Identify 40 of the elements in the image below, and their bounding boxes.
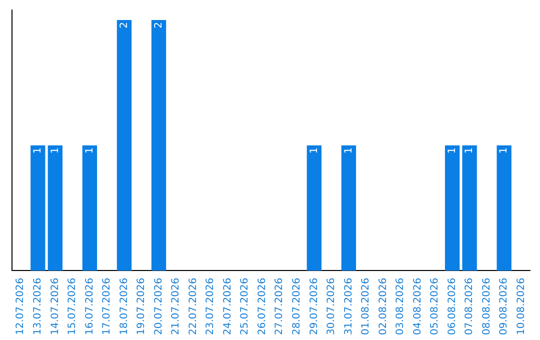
x-tick-label: 18.07.2026 — [118, 278, 130, 336]
x-tick-label: 21.07.2026 — [170, 278, 182, 336]
x-tick-label: 23.07.2026 — [205, 278, 216, 336]
x-tick-label: 20.07.2026 — [153, 278, 164, 336]
x-tick-label: 22.07.2026 — [188, 278, 199, 336]
data-label: 1 — [50, 147, 61, 154]
x-tick-label: 19.07.2026 — [136, 278, 148, 336]
data-label: 2 — [118, 22, 130, 28]
x-tick-label: 03.08.2026 — [395, 278, 406, 336]
x-tick-label: 08.08.2026 — [481, 278, 492, 336]
x-tick-label: 05.08.2026 — [430, 278, 441, 336]
x-tick-label: 01.08.2026 — [360, 278, 372, 336]
x-tick-label: 14.07.2026 — [50, 278, 61, 336]
data-label: 1 — [446, 147, 458, 154]
x-tick-label: 29.07.2026 — [308, 278, 320, 336]
x-tick-label: 09.08.2026 — [498, 278, 510, 336]
data-label: 1 — [32, 147, 44, 154]
x-tick-label: 31.07.2026 — [343, 278, 354, 336]
x-tick-label: 12.07.2026 — [15, 278, 26, 336]
x-tick-label: 10.08.2026 — [516, 278, 527, 336]
x-tick-label: 28.07.2026 — [291, 278, 302, 336]
x-tick-label: 30.07.2026 — [326, 278, 338, 336]
x-tick-label: 26.07.2026 — [256, 278, 268, 336]
data-label: 1 — [464, 147, 476, 154]
x-tick-label: 13.07.2026 — [32, 278, 44, 336]
x-tick-label: 16.07.2026 — [84, 278, 96, 336]
x-tick-label: 07.08.2026 — [464, 278, 476, 336]
data-label: 2 — [153, 22, 164, 28]
x-tick-label: 02.08.2026 — [378, 278, 389, 336]
x-tick-label: 27.07.2026 — [274, 278, 286, 336]
x-tick-label: 06.08.2026 — [446, 278, 458, 336]
data-label: 1 — [308, 147, 320, 154]
x-tick-label: 24.07.2026 — [222, 278, 234, 336]
data-label: 1 — [498, 147, 510, 154]
data-label: 1 — [84, 147, 96, 154]
x-tick-label: 17.07.2026 — [102, 278, 113, 336]
x-tick-label: 15.07.2026 — [67, 278, 78, 336]
x-tick-label: 04.08.2026 — [412, 278, 424, 336]
x-tick-label: 25.07.2026 — [240, 278, 251, 336]
data-label: 1 — [343, 147, 354, 154]
